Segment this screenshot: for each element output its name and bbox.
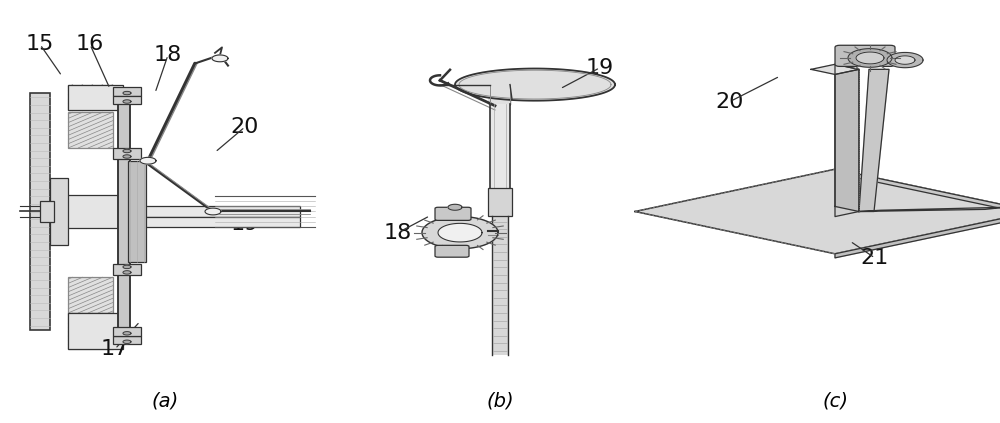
Polygon shape: [123, 91, 131, 95]
Polygon shape: [895, 56, 915, 64]
Polygon shape: [123, 149, 131, 153]
Polygon shape: [140, 157, 156, 164]
Text: 18: 18: [384, 222, 412, 243]
Bar: [68, 313, 113, 349]
Text: 20: 20: [231, 117, 259, 137]
Bar: [113, 96, 141, 104]
Bar: [50, 195, 118, 228]
Bar: [488, 188, 512, 216]
Bar: [30, 93, 50, 330]
Bar: [118, 93, 130, 330]
Bar: [492, 214, 508, 355]
Bar: [130, 206, 300, 217]
Text: 21: 21: [861, 248, 889, 268]
Text: 15: 15: [26, 34, 54, 55]
Text: 19: 19: [586, 58, 614, 78]
Bar: [113, 264, 141, 275]
Polygon shape: [123, 265, 131, 269]
Polygon shape: [859, 207, 1000, 212]
Bar: [490, 104, 510, 190]
Polygon shape: [835, 169, 1000, 216]
Bar: [113, 148, 141, 159]
Polygon shape: [422, 217, 498, 249]
Polygon shape: [887, 52, 923, 68]
Bar: [130, 217, 300, 227]
Polygon shape: [205, 208, 221, 215]
Bar: [40, 201, 54, 222]
Polygon shape: [123, 100, 131, 103]
Text: 20: 20: [716, 91, 744, 112]
Polygon shape: [835, 64, 859, 211]
Polygon shape: [123, 271, 131, 274]
Polygon shape: [123, 155, 131, 158]
Bar: [488, 84, 512, 105]
Polygon shape: [635, 169, 1000, 254]
Polygon shape: [811, 64, 859, 74]
Bar: [113, 327, 141, 336]
Polygon shape: [448, 204, 462, 210]
Polygon shape: [123, 332, 131, 335]
Polygon shape: [835, 69, 859, 217]
Bar: [113, 336, 141, 344]
Text: 18: 18: [154, 45, 182, 65]
FancyBboxPatch shape: [435, 245, 469, 257]
Polygon shape: [212, 55, 228, 62]
Text: (a): (a): [151, 391, 179, 410]
Bar: [128, 161, 146, 262]
Bar: [50, 178, 68, 245]
Polygon shape: [859, 69, 889, 212]
Polygon shape: [455, 69, 615, 101]
Bar: [68, 313, 123, 349]
Bar: [68, 85, 123, 110]
Polygon shape: [856, 52, 884, 64]
Polygon shape: [438, 223, 482, 242]
Polygon shape: [123, 340, 131, 343]
Text: (b): (b): [486, 391, 514, 410]
Bar: [68, 112, 113, 148]
FancyBboxPatch shape: [435, 207, 471, 220]
Polygon shape: [848, 49, 892, 67]
Bar: [68, 277, 113, 313]
Text: 17: 17: [101, 339, 129, 359]
Polygon shape: [835, 212, 1000, 258]
Text: 19: 19: [231, 214, 259, 234]
Bar: [68, 85, 113, 110]
FancyBboxPatch shape: [835, 45, 895, 66]
Text: (c): (c): [822, 391, 848, 410]
Text: 16: 16: [76, 34, 104, 55]
Bar: [113, 87, 141, 96]
